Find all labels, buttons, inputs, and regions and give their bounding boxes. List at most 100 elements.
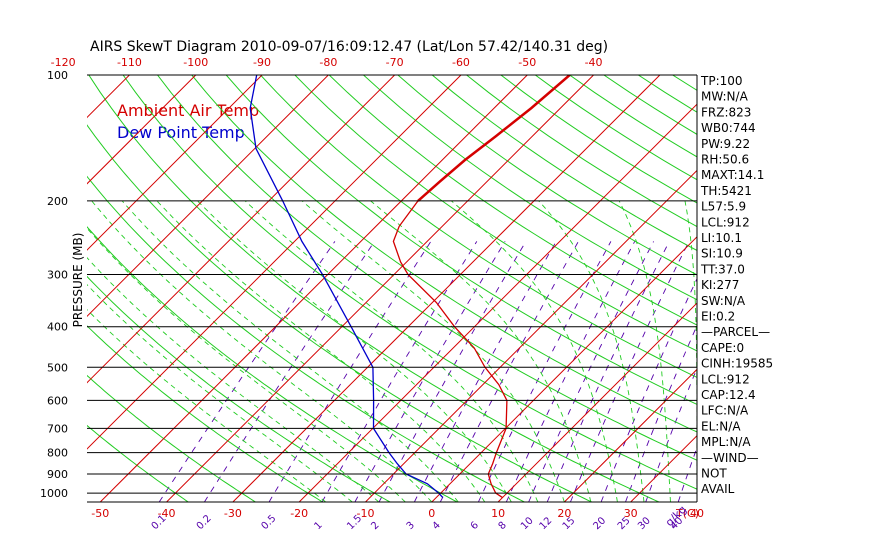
isotherm-line bbox=[564, 368, 697, 502]
pressure-tick-label: 100 bbox=[47, 69, 68, 82]
stability-index-label: MPL:N/A bbox=[701, 435, 751, 449]
bottom-temperature-tick: -30 bbox=[224, 507, 242, 520]
mixing-ratio-tick: 1 bbox=[312, 520, 324, 532]
dry-adiabat-line bbox=[225, 75, 697, 405]
mixing-ratio-tick: 4 bbox=[431, 520, 443, 532]
dry-adiabat-line bbox=[157, 75, 697, 461]
moist-adiabat-line bbox=[370, 200, 592, 502]
bottom-temperature-tick: 0 bbox=[428, 507, 435, 520]
stability-index-label: AVAIL bbox=[701, 482, 735, 496]
top-temperature-tick: -50 bbox=[518, 56, 536, 69]
pressure-tick-label: 900 bbox=[47, 468, 68, 481]
mixing-ratio-tick: 3 bbox=[405, 520, 417, 532]
dry-adiabat-line bbox=[638, 75, 697, 113]
dry-adiabat-line bbox=[397, 75, 697, 276]
top-temperature-tick: -60 bbox=[452, 56, 470, 69]
mixing-ratio-tick: 0.2 bbox=[195, 513, 214, 532]
isotherm-line bbox=[87, 75, 329, 318]
isotherm-line bbox=[497, 302, 697, 502]
moist-adiabat-line bbox=[451, 200, 618, 502]
moist-adiabat-line bbox=[244, 200, 539, 502]
mixing-ratio-line bbox=[528, 241, 654, 502]
mixing-ratio-tick: 8 bbox=[497, 520, 509, 532]
mixing-ratio-line bbox=[439, 241, 579, 502]
stability-index-label: TP:100 bbox=[700, 74, 743, 88]
legend-dewpoint: Dew Point Temp bbox=[117, 123, 245, 142]
dry-adiabat-line bbox=[328, 75, 697, 326]
mixing-ratio-tick: 6 bbox=[469, 520, 481, 532]
top-temperature-tick: -110 bbox=[117, 56, 142, 69]
top-temperature-tick: -40 bbox=[585, 56, 603, 69]
dry-adiabat-line bbox=[87, 175, 525, 502]
stability-index-label: SW:N/A bbox=[701, 294, 746, 308]
mixing-ratio-line bbox=[677, 446, 697, 502]
mixing-ratio-tick: 2 bbox=[369, 520, 381, 532]
mixing-ratio-line bbox=[625, 324, 697, 502]
stability-index-label: KI:277 bbox=[701, 278, 739, 292]
moist-adiabat-line bbox=[87, 283, 353, 502]
stability-index-label: MW:N/A bbox=[701, 90, 749, 104]
stability-index-label: LI:10.1 bbox=[701, 231, 742, 245]
moist-adiabat-line bbox=[197, 200, 512, 502]
mixing-ratio-tick: 0.5 bbox=[259, 513, 278, 532]
legend-ambient: Ambient Air Temp bbox=[117, 101, 259, 120]
ambient-profile-line-lower bbox=[392, 200, 508, 499]
pressure-tick-label: 400 bbox=[47, 321, 68, 334]
dry-adiabat-line bbox=[776, 75, 870, 502]
dry-adiabat-line bbox=[88, 75, 660, 502]
stability-index-label: —WIND— bbox=[701, 451, 759, 465]
dry-adiabat-line bbox=[810, 75, 870, 502]
pressure-tick-label: 600 bbox=[47, 394, 68, 407]
stability-index-label: WB0:744 bbox=[701, 121, 756, 135]
dry-adiabat-line bbox=[741, 75, 870, 502]
stability-index-label: MAXT:14.1 bbox=[701, 168, 764, 182]
isotherm-line bbox=[431, 236, 697, 502]
top-temperature-tick: -90 bbox=[253, 56, 271, 69]
isotherm-line bbox=[87, 75, 130, 119]
mixing-ratio-line bbox=[354, 241, 506, 502]
stability-index-label: TH:5421 bbox=[700, 184, 752, 198]
dry-adiabat-line bbox=[87, 275, 391, 502]
isotherm-line bbox=[87, 75, 263, 251]
pressure-tick-label: 800 bbox=[47, 447, 68, 460]
pressure-tick-label: 300 bbox=[47, 269, 68, 282]
temperature-axis-unit: T(C) bbox=[675, 507, 699, 520]
isotherm-line bbox=[99, 75, 528, 502]
dewpoint-profile-line bbox=[249, 75, 444, 499]
stability-index-label: EL:N/A bbox=[701, 419, 741, 433]
dry-adiabat-line bbox=[87, 124, 592, 502]
stability-index-label: LCL:912 bbox=[701, 215, 750, 229]
y-axis-label: PRESSURE (MB) bbox=[71, 233, 85, 328]
moist-adiabat-line bbox=[618, 200, 671, 502]
stability-index-label: PW:9.22 bbox=[701, 137, 750, 151]
isotherm-line bbox=[87, 75, 396, 384]
stability-index-label: FRZ:823 bbox=[701, 105, 751, 119]
isotherm-line bbox=[166, 75, 594, 502]
stability-index-label: SI:10.9 bbox=[701, 247, 743, 261]
top-temperature-tick: -100 bbox=[183, 56, 208, 69]
mixing-ratio-tick: 10 bbox=[519, 515, 536, 532]
moist-adiabat-line bbox=[538, 200, 645, 502]
isotherm-line bbox=[298, 103, 697, 502]
bottom-temperature-tick: 30 bbox=[624, 507, 638, 520]
stability-index-label: CAP:12.4 bbox=[701, 388, 756, 402]
mixing-ratio-line bbox=[546, 241, 670, 502]
bottom-temperature-tick: -10 bbox=[356, 507, 374, 520]
mixing-ratio-line bbox=[569, 241, 690, 502]
grid-layer bbox=[87, 75, 870, 502]
top-temperature-tick: -70 bbox=[386, 56, 404, 69]
stability-index-label: CINH:19585 bbox=[701, 357, 773, 371]
pressure-tick-label: 700 bbox=[47, 422, 68, 435]
stability-index-label: RH:50.6 bbox=[701, 153, 749, 167]
mixing-ratio-line bbox=[477, 241, 612, 502]
stability-index-label: CAPE:0 bbox=[701, 341, 744, 355]
mixing-ratio-tick: 20 bbox=[591, 515, 608, 532]
bottom-temperature-tick: 20 bbox=[557, 507, 571, 520]
bottom-temperature-tick: -40 bbox=[158, 507, 176, 520]
stability-index-label: NOT bbox=[701, 467, 727, 481]
moist-adiabat-line bbox=[91, 200, 433, 502]
stability-index-label: EI:0.2 bbox=[701, 310, 735, 324]
bottom-temperature-tick: -20 bbox=[290, 507, 308, 520]
